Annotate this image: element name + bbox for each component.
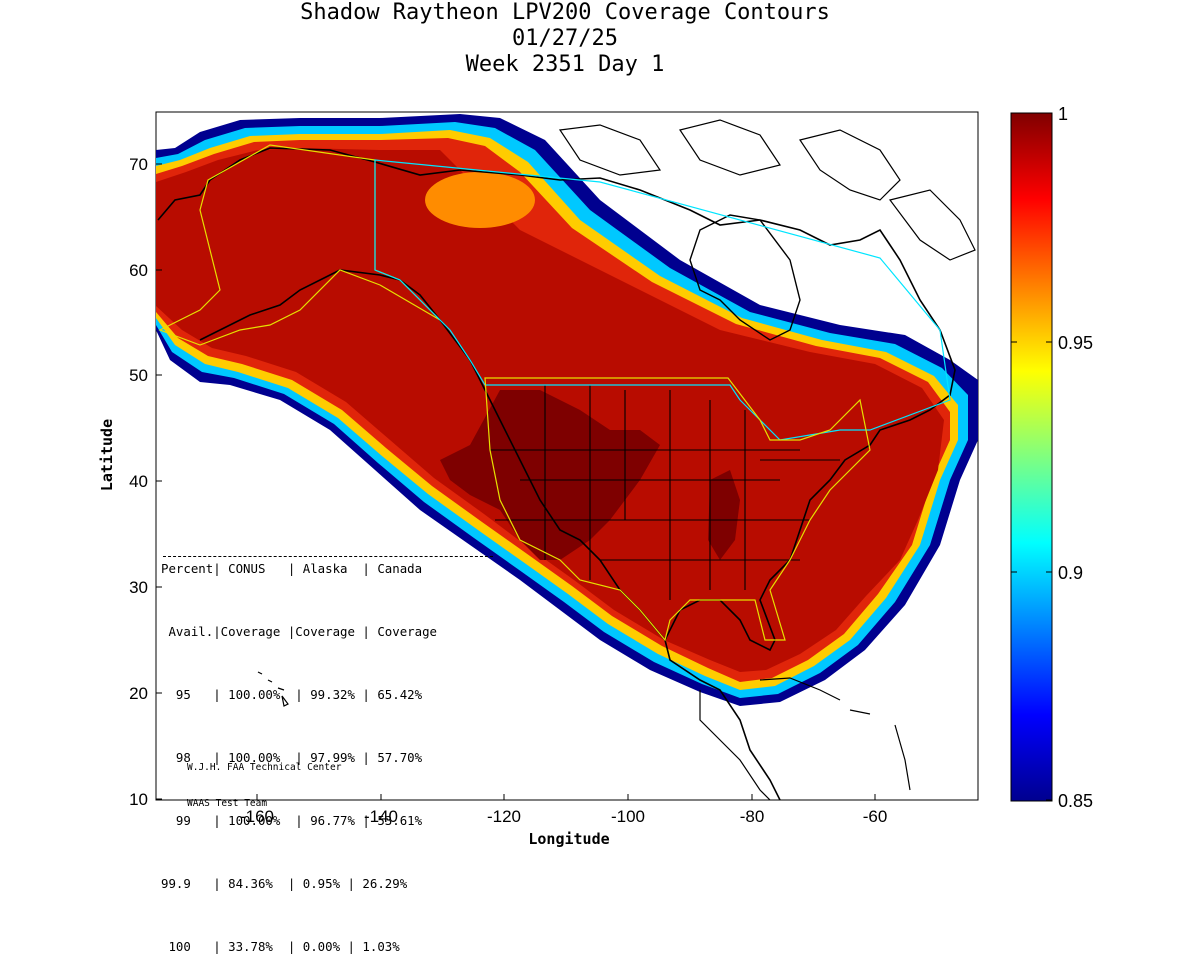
stats-row: 98 | 100.00% | 97.99% | 57.70%	[161, 750, 423, 765]
y-tick-label: 20	[129, 684, 148, 703]
chart-title: Shadow Raytheon LPV200 Coverage Contours…	[0, 0, 1130, 78]
credit-block: W.J.H. FAA Technical Center WAAS Test Te…	[187, 738, 341, 822]
y-tick-label: 40	[129, 472, 148, 491]
stats-row: 99.9 | 84.36% | 0.95% | 26.29%	[161, 876, 408, 891]
coastline-hawaii	[257, 671, 289, 707]
x-tick-label: -80	[740, 807, 765, 826]
colorbar	[1010, 112, 1053, 802]
stats-row: 95 | 100.00% | 99.32% | 65.42%	[161, 687, 423, 702]
x-axis-label: Longitude	[528, 830, 609, 848]
coverage-contours	[156, 114, 978, 800]
stats-row: 99 | 100.00% | 96.77% | 53.61%	[161, 813, 423, 828]
coastline-caribbean	[759, 677, 911, 791]
y-tick-label: 30	[129, 578, 148, 597]
title-line-1: Shadow Raytheon LPV200 Coverage Contours	[300, 0, 830, 25]
credit-line-2: WAAS Test Team	[187, 798, 268, 809]
colorbar-label: 1	[1058, 104, 1068, 124]
y-tick-label: 70	[129, 155, 148, 174]
colorbar-label: 0.95	[1058, 333, 1093, 353]
title-line-2: 01/27/25	[512, 26, 618, 51]
region-outline-conus	[484, 377, 871, 642]
stats-row: 100 | 33.78% | 0.00% | 1.03%	[161, 939, 400, 954]
title-line-3: Week 2351 Day 1	[465, 52, 665, 77]
coastline-hudson-bay	[689, 214, 801, 341]
x-tick-label: -60	[863, 807, 888, 826]
contour-full-east	[708, 470, 740, 560]
colorbar-label: 0.85	[1058, 791, 1093, 811]
credit-line-1: W.J.H. FAA Technical Center	[187, 762, 342, 773]
contour-full-west	[440, 390, 660, 560]
y-axis-label: Latitude	[98, 419, 116, 491]
colorbar-label: 0.9	[1058, 563, 1083, 583]
x-axis	[256, 794, 876, 800]
x-tick-label: -120	[487, 807, 521, 826]
region-outline-canada	[374, 159, 951, 441]
stats-header-1: Percent| CONUS | Alaska | Canada	[161, 561, 423, 576]
coastline-central-america	[699, 690, 771, 800]
contour-patch-north	[425, 172, 535, 228]
coastline-arctic-islands	[558, 119, 976, 261]
y-tick-label: 50	[129, 366, 148, 385]
colorbar-ticks	[1011, 112, 1052, 801]
x-tick-label: -160	[240, 807, 274, 826]
x-tick-label: -140	[364, 807, 398, 826]
y-tick-label: 10	[129, 790, 148, 809]
y-tick-label: 60	[129, 261, 148, 280]
x-tick-label: -100	[611, 807, 645, 826]
stats-header-2: Avail.|Coverage |Coverage | Coverage	[161, 624, 438, 639]
y-axis	[156, 163, 162, 800]
coverage-map: -160 -140 -120 -100 -80 -60 10 20 30 40 …	[98, 104, 1093, 848]
stats-separator	[163, 556, 493, 557]
